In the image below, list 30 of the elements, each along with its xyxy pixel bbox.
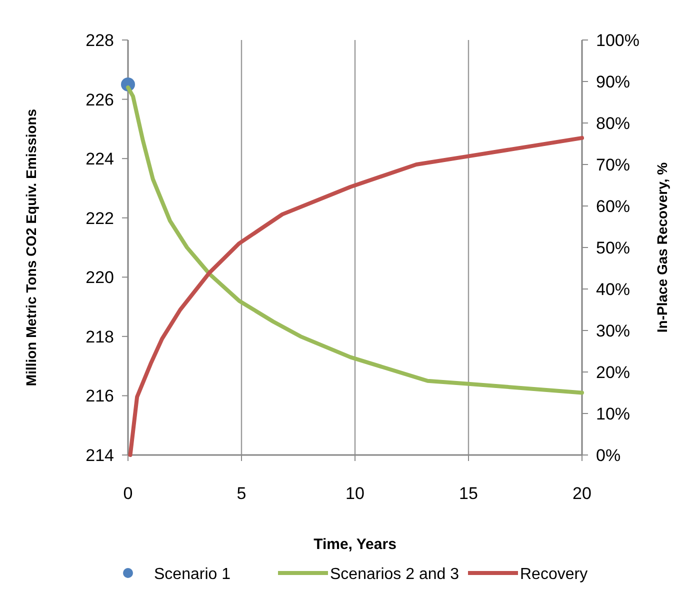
y-tick-label: 226 bbox=[86, 90, 114, 110]
y2-tick-label: 50% bbox=[596, 238, 630, 258]
y2-tick-label: 60% bbox=[596, 197, 630, 216]
x-tick-label: 10 bbox=[346, 484, 364, 503]
x-tick-label: 15 bbox=[459, 484, 478, 503]
y2-tick-label: 10% bbox=[596, 404, 630, 424]
x-tick-label: 0 bbox=[123, 484, 133, 503]
y2-tick-label: 90% bbox=[596, 72, 630, 92]
y2-tick-label: 0% bbox=[596, 446, 621, 465]
y-tick-label: 216 bbox=[86, 386, 114, 406]
y2-tick-label: 20% bbox=[596, 363, 630, 382]
y2-tick-label: 30% bbox=[596, 322, 630, 340]
legend-label: Recovery bbox=[520, 566, 588, 583]
y-tick-label: 222 bbox=[86, 208, 114, 228]
y2-tick-label: 40% bbox=[596, 280, 630, 299]
x-tick-label: 5 bbox=[236, 484, 246, 503]
y2-tick-label: 100% bbox=[596, 31, 640, 50]
y-axis-title: Million Metric Tons CO2 Equiv. Emissions bbox=[23, 108, 39, 386]
y2-tick-label: 70% bbox=[596, 156, 630, 174]
y-tick-label: 220 bbox=[86, 268, 114, 288]
y-tick-label: 228 bbox=[86, 31, 114, 50]
x-tick-label: 20 bbox=[572, 484, 592, 503]
y2-tick-label: 80% bbox=[596, 114, 630, 133]
y-tick-label: 214 bbox=[86, 446, 114, 465]
legend-label: Scenarios 2 and 3 bbox=[330, 566, 460, 583]
y-tick-label: 218 bbox=[86, 327, 114, 346]
y-tick-label: 224 bbox=[86, 150, 114, 169]
x-axis-title: Time, Years bbox=[314, 536, 396, 553]
legend-label: Scenario 1 bbox=[154, 566, 231, 583]
y2-axis-title: In-Place Gas Recovery, % bbox=[654, 162, 670, 333]
